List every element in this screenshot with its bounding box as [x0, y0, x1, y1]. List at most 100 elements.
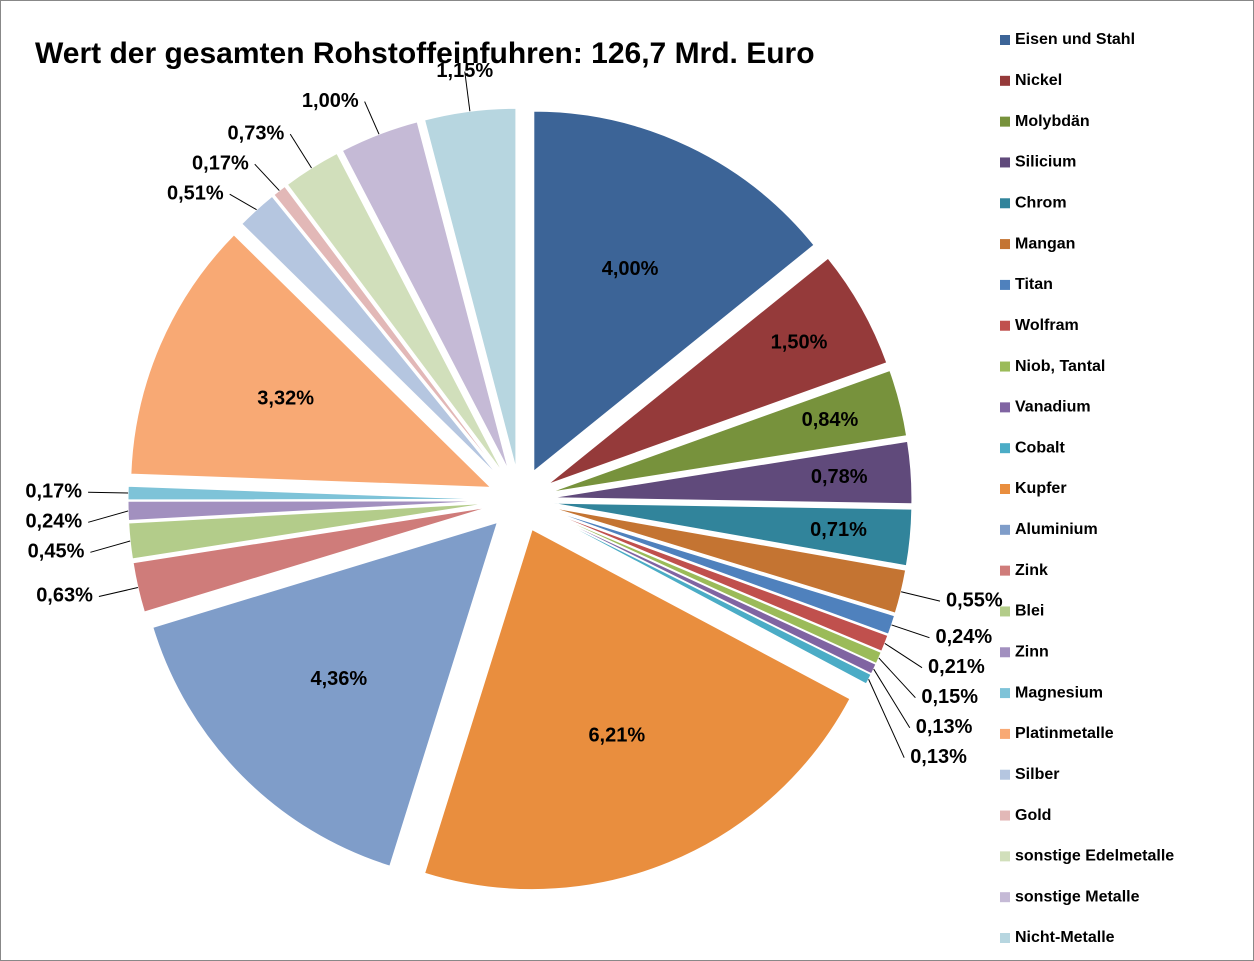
- legend-label: Aluminium: [1015, 521, 1098, 538]
- legend-label: Silicium: [1015, 154, 1076, 171]
- legend-swatch: [1000, 361, 1010, 372]
- pie-slice: [286, 152, 504, 474]
- pie-slice: [547, 257, 888, 485]
- data-label: 0,63%: [36, 585, 93, 607]
- leader-line: [254, 163, 280, 191]
- legend-label: Zinn: [1015, 643, 1049, 660]
- legend-label: Platinmetalle: [1015, 725, 1114, 742]
- leader-line: [88, 491, 129, 494]
- legend-swatch: [1000, 688, 1010, 699]
- data-label: 0,24%: [25, 511, 82, 533]
- leader-line: [229, 193, 257, 211]
- legend-label: Nicht-Metalle: [1015, 929, 1115, 946]
- legend-swatch: [1000, 116, 1010, 127]
- legend-label: Titan: [1015, 276, 1053, 293]
- legend-label: sonstige Edelmetalle: [1015, 848, 1174, 865]
- legend-swatch: [1000, 933, 1010, 943]
- leader-line: [878, 657, 916, 699]
- legend-label: Cobalt: [1015, 439, 1065, 456]
- data-label: 0,78%: [811, 466, 868, 488]
- legend-swatch: [1000, 279, 1010, 290]
- pie-slice: [423, 107, 517, 469]
- legend-swatch: [1000, 443, 1010, 454]
- data-label: 1,15%: [436, 60, 493, 82]
- legend-swatch: [1000, 769, 1010, 780]
- data-label: 4,36%: [310, 668, 367, 690]
- pie-slice: [128, 502, 489, 560]
- legend-swatch: [1000, 75, 1010, 86]
- legend-label: Chrom: [1015, 194, 1067, 211]
- leader-line: [364, 101, 380, 135]
- data-label: 0,55%: [946, 589, 1003, 611]
- legend-label: Molybdän: [1015, 113, 1090, 130]
- legend-swatch: [1000, 239, 1010, 250]
- pie-slice: [130, 234, 492, 488]
- pie-slice: [533, 110, 815, 473]
- pie-slice: [152, 521, 499, 867]
- data-label: 0,13%: [916, 716, 973, 738]
- pie-slice: [424, 528, 851, 891]
- legend-swatch: [1000, 35, 1010, 45]
- leader-line: [464, 71, 471, 112]
- data-label: 0,13%: [910, 746, 967, 768]
- data-label: 0,21%: [928, 656, 985, 678]
- legend-label: Gold: [1015, 807, 1051, 824]
- pie-slice: [550, 369, 908, 493]
- data-label: 0,51%: [167, 182, 224, 204]
- legend-label: sonstige Metalle: [1015, 888, 1140, 905]
- leader-line: [873, 668, 911, 728]
- legend-label: Zink: [1015, 562, 1048, 579]
- data-label: 1,50%: [771, 332, 828, 354]
- legend-swatch: [1000, 892, 1010, 903]
- data-label: 0,84%: [802, 409, 859, 431]
- legend-swatch: [1000, 851, 1010, 862]
- legend-label: Vanadium: [1015, 399, 1091, 416]
- legend-label: Kupfer: [1015, 480, 1067, 497]
- legend-label: Mangan: [1015, 235, 1075, 252]
- legend-label: Wolfram: [1015, 317, 1079, 334]
- legend-label: Blei: [1015, 603, 1044, 620]
- chart-title: Wert der gesamten Rohstoffeinfuhren: 126…: [35, 37, 815, 70]
- leader-line: [891, 624, 930, 639]
- legend-swatch: [1000, 565, 1010, 576]
- pie-slice: [550, 509, 896, 635]
- legend-swatch: [1000, 320, 1010, 331]
- data-label: 6,21%: [588, 724, 645, 746]
- legend-swatch: [1000, 524, 1010, 535]
- legend-swatch: [1000, 484, 1010, 494]
- legend-label: Magnesium: [1015, 684, 1103, 701]
- pie-slice: [241, 195, 499, 477]
- leader-line: [900, 591, 941, 602]
- legend-swatch: [1000, 647, 1010, 658]
- legend-swatch: [1000, 157, 1010, 168]
- data-label: 0,45%: [28, 541, 85, 563]
- leader-line: [884, 643, 923, 669]
- pie-slice: [551, 440, 913, 505]
- legend-label: Eisen und Stahl: [1015, 31, 1135, 48]
- data-label: 0,73%: [228, 122, 285, 144]
- leader-line: [868, 679, 905, 758]
- data-label: 0,24%: [935, 626, 992, 648]
- pie-slice: [341, 121, 509, 471]
- data-label: 0,15%: [921, 686, 978, 708]
- legend-label: Niob, Tantal: [1015, 358, 1105, 375]
- leader-line: [289, 133, 312, 169]
- legend-swatch: [1000, 198, 1010, 209]
- pie-slice: [132, 506, 489, 613]
- data-label: 0,17%: [25, 481, 82, 503]
- data-label: 4,00%: [602, 258, 659, 280]
- legend-swatch: [1000, 402, 1010, 413]
- data-label: 0,71%: [810, 519, 867, 541]
- data-label: 3,32%: [257, 387, 314, 409]
- pie-slice: [551, 502, 913, 567]
- leader-line: [90, 540, 131, 553]
- data-label: 0,17%: [192, 152, 249, 174]
- legend-swatch: [1000, 728, 1010, 739]
- data-label: 1,00%: [302, 90, 359, 112]
- legend-label: Nickel: [1015, 72, 1062, 89]
- leader-line: [88, 510, 129, 523]
- legend-swatch: [1000, 606, 1010, 617]
- legend-swatch: [1000, 810, 1010, 821]
- pie-slice: [273, 185, 501, 476]
